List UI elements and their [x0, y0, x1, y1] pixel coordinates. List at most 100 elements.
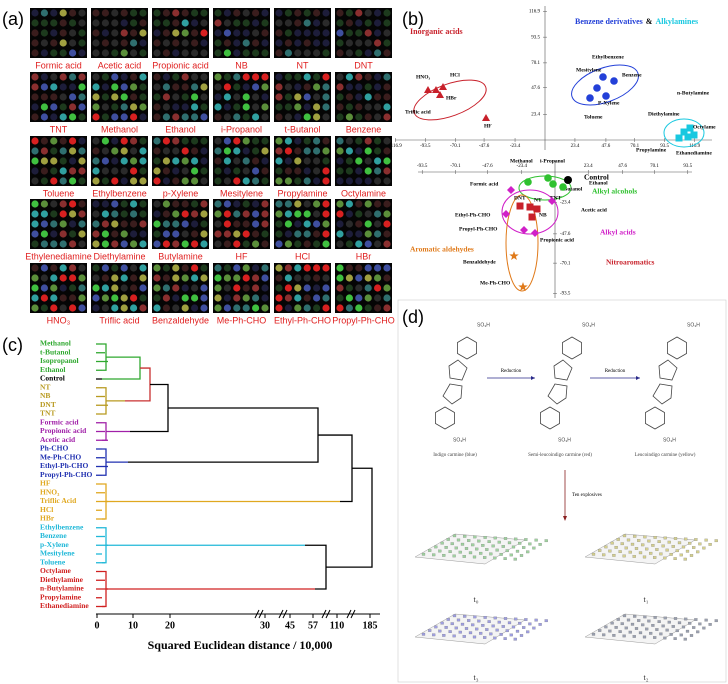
sensor-spot	[284, 274, 292, 282]
sensor-spot	[153, 73, 161, 81]
leaf-label: n-Butylamine	[40, 584, 84, 593]
tick-label: -93.5	[560, 292, 571, 297]
sensor-spot	[111, 137, 119, 145]
sensor-spot	[50, 167, 58, 175]
arrow-label: Ten explosives	[572, 493, 602, 498]
sensor-spot	[40, 240, 49, 248]
leaf-label: Propyl-Ph-CHO	[40, 470, 93, 479]
sensor-spot	[130, 103, 138, 111]
sensor-spot	[336, 9, 344, 17]
sensor-label: HBr	[356, 251, 372, 261]
sensor-bar	[519, 634, 524, 637]
sensor-bar	[688, 541, 692, 545]
sensor-label: DNT	[354, 60, 373, 70]
sensor-spot	[374, 137, 382, 145]
sensor-bar	[591, 552, 596, 556]
sensor-spot	[374, 39, 382, 47]
sensor-spot	[130, 200, 138, 208]
sensor-spot	[101, 274, 109, 282]
tick-label: 47.6	[602, 144, 611, 149]
sensor-spot	[130, 284, 138, 292]
tick-label: 70.1	[650, 164, 659, 169]
sensor-spot	[139, 157, 147, 165]
sensor-bar	[503, 537, 508, 540]
sensor-spot	[383, 19, 391, 27]
sensor-label: Toluene	[43, 188, 75, 198]
point-marker	[424, 86, 432, 93]
sensor-spot	[92, 284, 100, 292]
sensor-spot	[162, 304, 170, 312]
sensor-bar	[647, 619, 651, 623]
sensor-bar	[645, 627, 649, 631]
sensor-bar	[446, 538, 450, 541]
sensor-spot	[284, 294, 292, 302]
sensor-spot	[92, 177, 100, 185]
sensor-bar	[456, 618, 461, 622]
sensor-bar	[444, 546, 448, 549]
sensor-spot	[78, 210, 86, 218]
sensor-spot	[345, 19, 353, 27]
sensor-spot	[242, 157, 250, 165]
sensor-spot	[139, 230, 147, 238]
sensor-spot	[252, 210, 260, 218]
sensor-image	[213, 136, 270, 186]
sensor-bar	[657, 540, 661, 544]
sensor-spot	[162, 49, 170, 57]
point-label: Methanol	[510, 158, 533, 164]
point-label: NB	[539, 212, 547, 218]
sensor-image	[30, 136, 87, 186]
sensor-spot	[153, 294, 161, 302]
point-label: HCl	[450, 72, 460, 78]
sensor-spot	[120, 274, 128, 282]
sensor-label: Diethylamine	[93, 251, 145, 261]
sensor-spot	[153, 167, 161, 175]
sensor-spot	[284, 240, 292, 248]
ring	[652, 383, 673, 405]
sensor-spot	[31, 9, 39, 17]
sensor-label: Methanol	[101, 124, 138, 134]
sensor-bar	[450, 622, 454, 626]
sensor-bar	[661, 544, 665, 548]
sensor-bar	[524, 538, 528, 541]
sensor-spot	[153, 210, 161, 218]
sensor-spot	[191, 103, 199, 111]
point-label: Diethylamine	[648, 111, 680, 117]
step-label: Reduction	[501, 369, 522, 374]
sensor-spot	[139, 220, 147, 228]
point-marker	[686, 124, 694, 132]
tick-label: 20	[165, 620, 175, 631]
sensor-spot	[252, 284, 260, 292]
sensor-spot	[383, 83, 391, 91]
sensor-spot	[153, 9, 161, 17]
sensor-spot	[191, 73, 199, 81]
sensor-spot	[233, 210, 241, 218]
sensor-spot	[130, 39, 138, 47]
substituent: SO₃H	[558, 437, 571, 443]
ring	[562, 336, 582, 360]
sensor-bar	[620, 622, 624, 626]
leaf-label: Ethyl-Ph-CHO	[40, 461, 89, 470]
sensor-spot	[181, 284, 189, 292]
sensor-spot	[294, 220, 302, 228]
sensor-spot	[303, 240, 311, 248]
sensor-spot	[153, 230, 161, 238]
sensor-spot	[40, 210, 49, 218]
sensor-spot	[322, 167, 330, 175]
sensor-spot	[284, 19, 292, 27]
leaf-label: Ethylbenzene	[40, 522, 84, 531]
sensor-spot	[336, 304, 344, 312]
sensor-bar	[479, 631, 483, 635]
sensor-bar	[665, 628, 669, 632]
sensor-spot	[383, 9, 391, 17]
dendrogram-branch	[125, 367, 151, 402]
substituent: SO₃H	[582, 322, 595, 328]
sensor-spot	[383, 264, 391, 272]
sensor-spot	[294, 73, 302, 81]
sensor-spot	[139, 264, 147, 272]
sensor-spot	[364, 113, 372, 121]
sensor-image	[213, 263, 270, 313]
leaf-label: Ethanediamine	[40, 601, 89, 610]
sensor-spot	[242, 147, 250, 155]
sensor-bar	[493, 556, 497, 560]
sensor-spot	[101, 83, 109, 91]
